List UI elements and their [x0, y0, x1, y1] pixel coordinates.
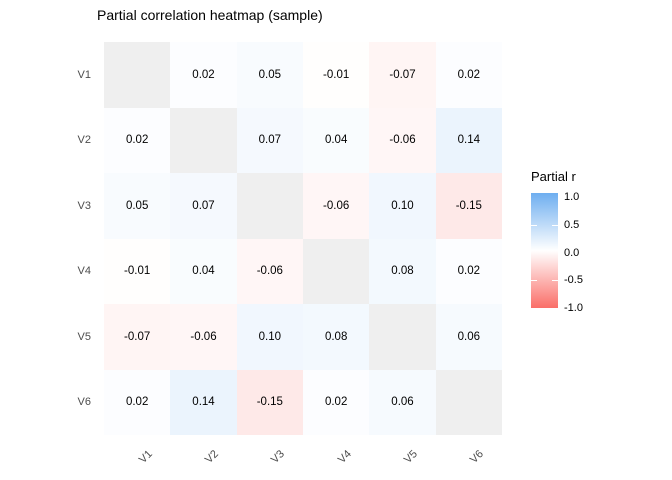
y-axis-label: V1: [77, 68, 91, 81]
legend-colorbar: [531, 193, 558, 308]
y-axis-label: V3: [77, 199, 91, 212]
x-axis-label: V1: [136, 448, 155, 467]
legend-tick-label: 0.0: [564, 246, 580, 259]
y-axis-label: V6: [77, 396, 91, 409]
legend-tick-label: 0.5: [564, 218, 580, 231]
heatmap-cell: 0.02: [303, 369, 370, 435]
y-axis-label: V4: [77, 265, 91, 278]
heatmap-cell: -0.06: [236, 238, 303, 304]
heatmap-cell: 0.14: [435, 107, 502, 173]
y-axis-label: V2: [77, 134, 91, 147]
x-axis-label: V6: [468, 448, 487, 467]
x-axis-label: V3: [269, 448, 288, 467]
heatmap-cell: 0.07: [236, 107, 303, 173]
heatmap-cell: [435, 369, 502, 435]
heatmap-cell: [104, 42, 171, 108]
heatmap-cell: -0.15: [435, 173, 502, 239]
heatmap-grid: 0.02 0.05 -0.01 -0.07 0.02 0.02 0.07 0.04 -0.06 0…: [104, 42, 502, 435]
legend-tick-mark: [531, 280, 537, 281]
legend-tick-label: -1.0: [564, 302, 583, 315]
heatmap-cell: 0.02: [170, 42, 237, 108]
chart-title: Partial correlation heatmap (sample): [97, 7, 323, 23]
legend-tick-mark: [531, 225, 537, 226]
heatmap-cell: [369, 304, 436, 370]
heatmap-cell: 0.02: [104, 369, 171, 435]
legend-tick-mark: [552, 225, 558, 226]
heatmap-cell: 0.08: [369, 238, 436, 304]
heatmap-cell: -0.07: [369, 42, 436, 108]
heatmap-cell: 0.02: [435, 238, 502, 304]
heatmap-cell: -0.06: [303, 173, 370, 239]
heatmap-cell: 0.05: [104, 173, 171, 239]
heatmap-cell: 0.07: [170, 173, 237, 239]
heatmap-cell: 0.02: [435, 42, 502, 108]
legend-title: Partial r: [531, 169, 576, 184]
heatmap-cell: 0.04: [303, 107, 370, 173]
heatmap-cell: -0.01: [104, 238, 171, 304]
heatmap-cell: 0.14: [170, 369, 237, 435]
x-axis-label: V4: [335, 448, 354, 467]
heatmap-cell: 0.02: [104, 107, 171, 173]
heatmap-cell: [236, 173, 303, 239]
x-axis-label: V2: [202, 448, 221, 467]
heatmap-cell: 0.06: [435, 304, 502, 370]
heatmap-cell: -0.15: [236, 369, 303, 435]
legend-tick-label: 1.0: [564, 190, 580, 203]
legend-tick-label: -0.5: [564, 274, 583, 287]
heatmap-cell: [170, 107, 237, 173]
heatmap-cell: 0.04: [170, 238, 237, 304]
heatmap-cell: -0.07: [104, 304, 171, 370]
x-axis-label: V5: [401, 448, 420, 467]
heatmap-cell: -0.01: [303, 42, 370, 108]
heatmap-cell: -0.06: [369, 107, 436, 173]
heatmap-cell: -0.06: [170, 304, 237, 370]
heatmap-cell: 0.10: [369, 173, 436, 239]
heatmap-cell: 0.08: [303, 304, 370, 370]
y-axis-label: V5: [77, 330, 91, 343]
heatmap-cell: 0.06: [369, 369, 436, 435]
legend-tick-mark: [552, 280, 558, 281]
heatmap-cell: 0.05: [236, 42, 303, 108]
heatmap-cell: [303, 238, 370, 304]
heatmap-cell: 0.10: [236, 304, 303, 370]
